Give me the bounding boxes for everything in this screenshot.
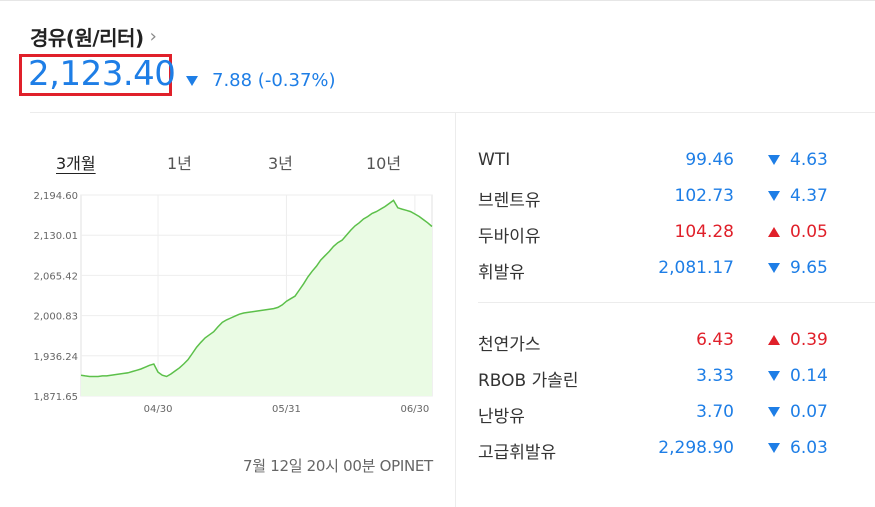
- market-value: 99.46: [685, 150, 734, 170]
- price-chart: 2,194.60 2,130.01 2,065.42 2,000.83 1,936.24…: [33, 191, 433, 415]
- market-change: 4.63: [768, 150, 828, 170]
- y-tick-label: 1,936.24: [33, 352, 78, 363]
- market-name: 난방유: [478, 407, 525, 427]
- chevron-right-icon: ›: [149, 26, 157, 47]
- page-title: 경유(원/리터): [30, 26, 144, 50]
- price-highlight-box: [19, 54, 172, 96]
- market-value: 2,298.90: [658, 438, 734, 458]
- tab-1-year[interactable]: 1년: [167, 154, 192, 173]
- price-change: 7.88 (-0.37%): [186, 70, 336, 91]
- market-change: 4.37: [768, 186, 828, 206]
- market-name: WTI: [478, 150, 511, 170]
- x-tick-label: 05/31: [272, 404, 301, 415]
- market-change-value: 4.63: [790, 150, 828, 170]
- up-arrow-icon: [768, 335, 780, 345]
- market-change-value: 4.37: [790, 186, 828, 206]
- market-change-value: 9.65: [790, 258, 828, 278]
- current-price: 2,123.40: [28, 54, 176, 94]
- up-arrow-icon: [768, 227, 780, 237]
- market-value: 2,081.17: [658, 258, 734, 278]
- market-name: 두바이유: [478, 227, 541, 247]
- down-arrow-icon: [768, 371, 780, 381]
- market-row[interactable]: RBOB 가솔린 3.33 0.14: [478, 366, 838, 391]
- data-source-footnote: 7월 12일 20시 00분 OPINET: [243, 457, 433, 475]
- down-arrow-icon: [768, 155, 780, 165]
- market-change: 6.03: [768, 438, 828, 458]
- market-change-value: 0.05: [790, 222, 828, 242]
- market-value: 104.28: [674, 222, 734, 242]
- market-change: 0.39: [768, 330, 828, 350]
- market-change-value: 0.07: [790, 402, 828, 422]
- divider: [30, 112, 875, 113]
- y-tick-label: 1,871.65: [33, 392, 78, 403]
- market-list-divider: [478, 302, 875, 303]
- down-arrow-icon: [768, 263, 780, 273]
- market-row[interactable]: 두바이유 104.28 0.05: [478, 222, 838, 247]
- market-row[interactable]: 브렌트유 102.73 4.37: [478, 186, 838, 211]
- market-name: 천연가스: [478, 335, 541, 355]
- market-name: 브렌트유: [478, 191, 541, 211]
- market-name: 고급휘발유: [478, 443, 557, 463]
- market-change: 0.05: [768, 222, 828, 242]
- market-row[interactable]: WTI 99.46 4.63: [478, 150, 838, 174]
- down-arrow-icon: [768, 191, 780, 201]
- tab-3-months[interactable]: 3개월: [56, 154, 96, 173]
- market-change-value: 6.03: [790, 438, 828, 458]
- market-row[interactable]: 휘발유 2,081.17 9.65: [478, 258, 838, 283]
- down-arrow-icon: [186, 75, 198, 86]
- x-tick-label: 06/30: [400, 404, 429, 415]
- market-value: 102.73: [674, 186, 734, 206]
- market-name: 휘발유: [478, 263, 525, 283]
- market-change: 0.07: [768, 402, 828, 422]
- y-tick-label: 2,194.60: [33, 191, 78, 202]
- tab-10-years[interactable]: 10년: [366, 154, 402, 173]
- x-tick-label: 04/30: [144, 404, 173, 415]
- market-change: 9.65: [768, 258, 828, 278]
- price-line: [80, 199, 433, 378]
- market-change-value: 0.39: [790, 330, 828, 350]
- market-name: RBOB 가솔린: [478, 371, 579, 391]
- y-tick-label: 2,065.42: [33, 271, 78, 282]
- market-row[interactable]: 고급휘발유 2,298.90 6.03: [478, 438, 838, 463]
- market-value: 3.70: [696, 402, 734, 422]
- column-divider: [455, 112, 456, 507]
- price-change-value: 7.88 (-0.37%): [212, 70, 336, 91]
- top-border: [0, 0, 875, 1]
- tab-3-years[interactable]: 3년: [268, 154, 293, 173]
- y-tick-label: 2,000.83: [33, 312, 78, 323]
- market-value: 3.33: [696, 366, 734, 386]
- market-value: 6.43: [696, 330, 734, 350]
- market-row[interactable]: 천연가스 6.43 0.39: [478, 330, 838, 355]
- y-tick-label: 2,130.01: [33, 231, 78, 242]
- period-tabs: 3개월 1년 3년 10년: [30, 150, 440, 174]
- down-arrow-icon: [768, 407, 780, 417]
- title-link[interactable]: 경유(원/리터) ›: [30, 22, 157, 51]
- down-arrow-icon: [768, 443, 780, 453]
- area-fill: [81, 200, 432, 396]
- market-change: 0.14: [768, 366, 828, 386]
- market-row[interactable]: 난방유 3.70 0.07: [478, 402, 838, 427]
- market-change-value: 0.14: [790, 366, 828, 386]
